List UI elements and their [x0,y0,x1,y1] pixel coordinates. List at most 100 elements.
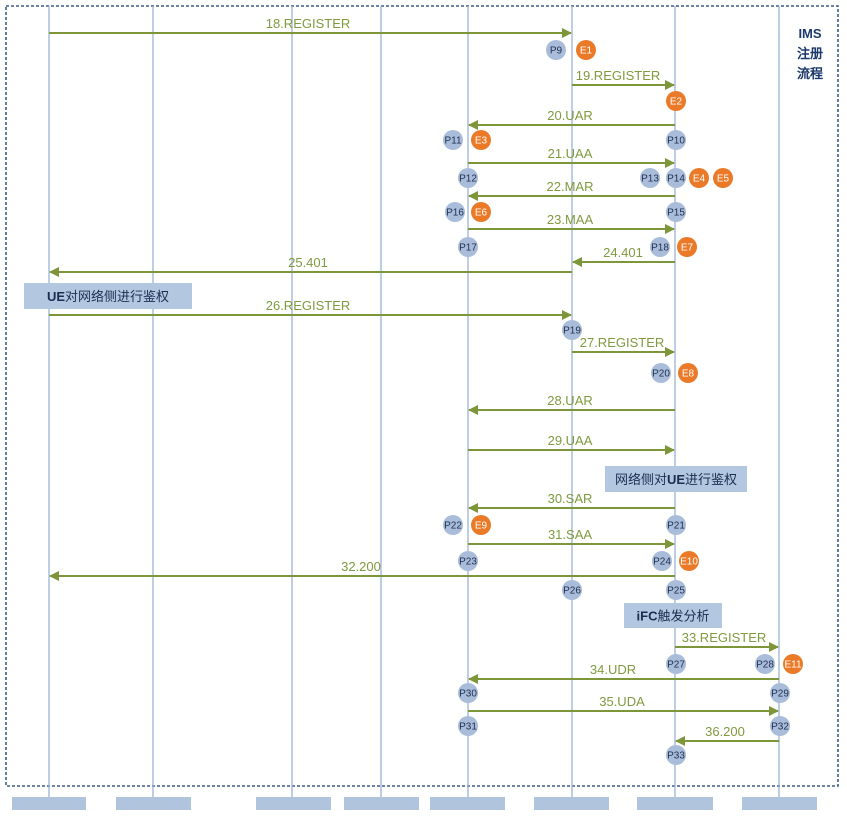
node-label: E9 [475,521,488,532]
node-p14: P14 [666,168,686,188]
message-m31: 31.SAA [468,527,675,549]
message-m30: 30.SAR [468,491,675,513]
event-node-circle [471,130,491,150]
node-label: P26 [563,586,581,597]
node-p13: P13 [640,168,660,188]
node-label: P29 [771,689,789,700]
point-node-circle [640,168,660,188]
node-e2: E2 [666,91,686,111]
message-label: 19.REGISTER [576,68,661,83]
event-node-circle [689,168,709,188]
node-label: P20 [652,369,670,380]
node-e1: E1 [576,40,596,60]
node-p25: P25 [666,580,686,600]
node-label: P15 [667,208,685,219]
node-label: P28 [756,660,774,671]
point-node-circle [666,515,686,535]
diagram-frame [5,5,839,787]
node-e9: E9 [471,515,491,535]
node-label: P18 [651,243,669,254]
message-m24: 24.401 [572,245,675,267]
note-background [605,466,747,492]
message-label: 29.UAA [548,433,593,448]
node-label: P11 [444,136,461,147]
point-node-circle [562,580,582,600]
node-label: P13 [641,174,659,185]
message-m33: 33.REGISTER [675,630,779,652]
event-node-circle [677,237,697,257]
event-node-circle [679,551,699,571]
message-m34: 34.UDR [468,662,779,684]
message-m32: 32.200 [49,559,675,581]
node-label: P31 [459,722,477,733]
message-label: 32.200 [341,559,381,574]
message-m18: 18.REGISTER [49,16,572,38]
title-line-3: 流程 [797,66,823,81]
node-label: E6 [475,208,488,219]
message-m23: 23.MAA [468,212,675,234]
node-label: P9 [550,46,563,57]
message-m28: 28.UAR [468,393,675,415]
note-net-auth: 网络侧对UE进行鉴权 [605,466,747,492]
node-label: P27 [667,660,685,671]
point-node-circle [458,683,478,703]
node-p23: P23 [458,551,478,571]
message-label: 26.REGISTER [266,298,351,313]
message-label: 34.UDR [590,662,636,677]
node-p28: P28 [755,654,775,674]
message-m19: 19.REGISTER [572,68,675,90]
note-background [24,283,192,309]
node-label: E10 [680,557,698,568]
point-node-circle [443,130,463,150]
point-node-circle [770,683,790,703]
message-label: 35.UDA [599,694,645,709]
entity-box-3 [256,797,331,810]
message-m36: 36.200 [675,724,779,746]
node-label: P25 [667,586,685,597]
node-p11: P11 [443,130,463,150]
entity-box-8 [742,797,817,810]
messages: 18.REGISTER 19.REGISTER 20.UAR 21.UAA 22.MAR… [49,16,779,746]
point-node-circle [666,168,686,188]
message-label: 20.UAR [547,108,593,123]
message-m26: 26.REGISTER [49,298,572,320]
point-node-circle [458,716,478,736]
entity-box-1 [12,797,86,810]
point-node-circle [443,515,463,535]
entity-box-5 [430,797,505,810]
point-node-circle [546,40,566,60]
node-e11: E11 [783,654,803,674]
event-node-circle [713,168,733,188]
note-text: UE对网络侧进行鉴权 [47,289,169,304]
node-p15: P15 [666,202,686,222]
note-ue-auth: UE对网络侧进行鉴权 [24,283,192,309]
title-line-2: 注册 [797,46,823,61]
node-e3: E3 [471,130,491,150]
node-e8: E8 [678,363,698,383]
message-label: 24.401 [603,245,643,260]
point-node-circle [755,654,775,674]
node-p24: P24 [652,551,672,571]
node-label: P24 [653,557,671,568]
event-node-circle [783,654,803,674]
note-text: iFC触发分析 [637,609,710,624]
point-node-circle [666,130,686,150]
node-p27: P27 [666,654,686,674]
message-label: 31.SAA [548,527,592,542]
node-p12: P12 [458,168,478,188]
entity-box-7 [637,797,713,810]
node-e4: E4 [689,168,709,188]
point-node-circle [652,551,672,571]
node-e7: E7 [677,237,697,257]
point-node-circle [458,551,478,571]
node-p33: P33 [666,745,686,765]
message-label: 27.REGISTER [580,335,665,350]
note-ifc: iFC触发分析 [624,603,722,628]
message-m35: 35.UDA [468,694,779,716]
point-node-circle [650,237,670,257]
node-label: E2 [670,97,683,108]
node-label: E5 [717,174,730,185]
event-node-circle [471,202,491,222]
message-m22: 22.MAR [468,179,675,201]
